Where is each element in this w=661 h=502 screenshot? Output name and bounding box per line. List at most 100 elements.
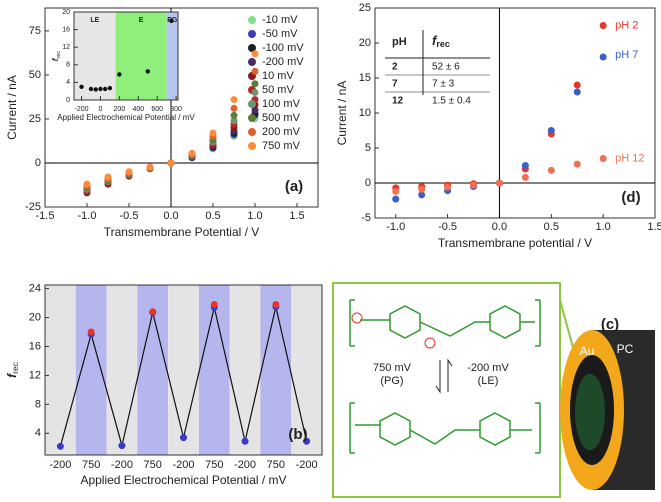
- y-tick-label: 24: [29, 283, 41, 295]
- data-point: [418, 185, 426, 193]
- table-header: pH: [392, 36, 407, 48]
- x-tick-label: 600: [151, 106, 163, 113]
- y-tick-label: 15: [359, 72, 371, 84]
- table-cell: 7 ± 3: [432, 79, 455, 90]
- axis-label: Current / nA: [5, 75, 19, 140]
- data-point: [209, 129, 217, 137]
- x-tick-label: 750: [267, 459, 285, 471]
- x-tick-label: 750: [144, 459, 162, 471]
- legend-swatch: [248, 30, 256, 38]
- legend-swatch: [248, 100, 256, 108]
- plot-frame: [44, 284, 323, 456]
- x-tick-label: -200: [49, 459, 71, 471]
- y-tick-label: 4: [66, 79, 70, 86]
- y-tick-label: 20: [62, 9, 70, 16]
- y-tick-label: -5: [361, 212, 371, 224]
- legend-label: 500 mV: [262, 112, 301, 124]
- band: [75, 285, 107, 455]
- table-cell: 52 ± 6: [432, 62, 460, 73]
- x-tick-label: -200: [296, 459, 318, 471]
- series-label: pH 12: [615, 152, 644, 164]
- ring: [389, 305, 421, 339]
- data-point: [188, 149, 196, 157]
- data-point: [251, 67, 259, 75]
- data-point: [180, 434, 187, 442]
- x-tick-label: 750: [205, 459, 223, 471]
- plot-frame: [73, 11, 179, 101]
- table-cell: 12: [392, 96, 404, 107]
- x-tick-label: 750: [82, 459, 100, 471]
- data-point: [392, 195, 400, 203]
- y-tick-label: 8: [35, 398, 41, 410]
- data-point: [98, 86, 103, 92]
- band: [45, 285, 76, 455]
- legend-swatch: [248, 44, 256, 52]
- x-tick-label: 1.5: [289, 210, 304, 222]
- data-point: [251, 50, 259, 58]
- label-main: f: [5, 373, 19, 378]
- data-point: [103, 86, 108, 92]
- condition: (PG): [380, 375, 403, 387]
- table-cell: 1.5 ± 0.4: [432, 96, 471, 107]
- label-main: f: [432, 33, 438, 48]
- label-sub: rec: [436, 39, 450, 49]
- bond: [360, 319, 535, 337]
- condition: -200 mV: [467, 362, 509, 374]
- data-point: [167, 159, 175, 167]
- plot-frame: [374, 7, 656, 219]
- y-tick-label: 0: [66, 97, 70, 104]
- data-point: [117, 72, 122, 77]
- x-tick-label: 400: [132, 106, 144, 113]
- data-point: [169, 18, 174, 23]
- y-tick-label: 0: [35, 157, 41, 169]
- layer-label: Au: [580, 344, 595, 358]
- x-axis-label: Transmembrane potential / V: [438, 236, 592, 250]
- data-point: [392, 187, 400, 195]
- band: [106, 285, 138, 455]
- data-point: [125, 168, 133, 176]
- axis-label: frec: [51, 51, 62, 62]
- series-label: pH 7: [615, 49, 638, 61]
- data-point: [251, 80, 259, 88]
- panel-label: (a): [285, 178, 303, 195]
- y-tick-label: 50: [29, 69, 41, 81]
- condition: 750 mV: [373, 362, 412, 374]
- panel-label: (d): [621, 189, 640, 206]
- data-point: [56, 442, 64, 450]
- y-tick-label: 75: [29, 25, 41, 37]
- data-point: [573, 81, 581, 89]
- data-point: [88, 86, 94, 92]
- data-point: [521, 162, 529, 169]
- x-tick-label: -200: [75, 106, 89, 113]
- y-tick-label: 16: [62, 26, 70, 33]
- y-tick-label: 12: [29, 369, 41, 381]
- x-axis-label: Applied Electrochemical Potential / mV: [57, 113, 195, 122]
- data-point: [573, 160, 581, 168]
- data-point: [104, 173, 112, 181]
- layer-label: PC: [617, 342, 634, 356]
- data-point: [93, 87, 98, 92]
- legend-label: 50 mV: [262, 84, 294, 96]
- x-tick-label: -0.5: [120, 210, 139, 222]
- x-tick-label: 1.5: [647, 221, 661, 233]
- x-axis-label: Transmembrane Potential / V: [104, 225, 260, 239]
- charge: [351, 312, 363, 324]
- table-header: frec: [432, 33, 450, 49]
- legend-swatch: [248, 142, 256, 150]
- data-point: [547, 127, 555, 134]
- legend-label: 100 mV: [262, 98, 301, 110]
- structures: [349, 299, 541, 454]
- y-tick-label: 5: [365, 142, 371, 154]
- equilibrium-arrow: [435, 358, 453, 394]
- region-label: LE: [90, 17, 99, 24]
- band: [198, 285, 230, 455]
- data-point: [145, 69, 150, 74]
- region: [166, 12, 178, 100]
- data-point: [303, 437, 311, 445]
- y-tick-label: -25: [25, 201, 41, 213]
- data-point: [599, 22, 607, 29]
- data-point: [272, 301, 280, 309]
- x-tick-label: -200: [111, 459, 133, 471]
- data-point: [230, 104, 238, 112]
- bracket: [349, 402, 541, 454]
